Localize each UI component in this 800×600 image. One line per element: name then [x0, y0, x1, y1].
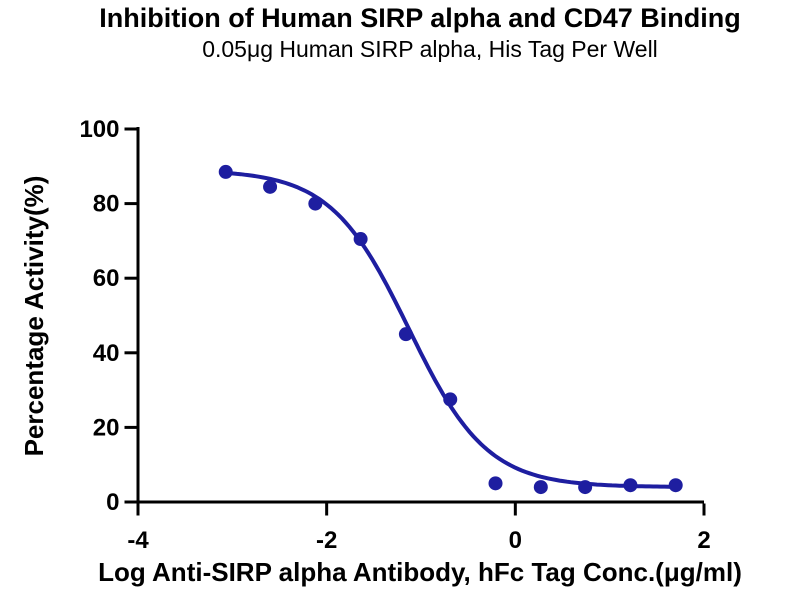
y-tick-label: 80	[93, 191, 120, 218]
chart-title: Inhibition of Human SIRP alpha and CD47 …	[99, 3, 741, 33]
data-point	[308, 196, 323, 211]
x-tick-label: -2	[316, 527, 337, 554]
data-point	[668, 478, 683, 493]
data-point	[263, 179, 278, 194]
x-tick-label: 2	[697, 527, 710, 554]
y-tick-label: 100	[79, 116, 119, 143]
data-point	[623, 478, 638, 493]
data-point	[488, 476, 503, 491]
data-point	[443, 392, 458, 407]
chart-subtitle: 0.05μg Human SIRP alpha, His Tag Per Wel…	[202, 36, 658, 62]
data-point	[578, 480, 593, 495]
fit-curve	[223, 170, 678, 489]
x-tick-label: 0	[509, 527, 522, 554]
y-tick-label: 20	[93, 414, 120, 441]
x-tick-label: -4	[127, 527, 149, 554]
data-point	[533, 480, 548, 495]
y-tick-label: 0	[106, 489, 119, 516]
y-tick-label: 40	[93, 340, 120, 367]
data-point	[218, 164, 233, 179]
data-point	[398, 327, 413, 342]
data-point	[353, 232, 368, 247]
y-tick-label: 60	[93, 265, 120, 292]
x-axis-label: Log Anti-SIRP alpha Antibody, hFc Tag Co…	[98, 557, 742, 587]
